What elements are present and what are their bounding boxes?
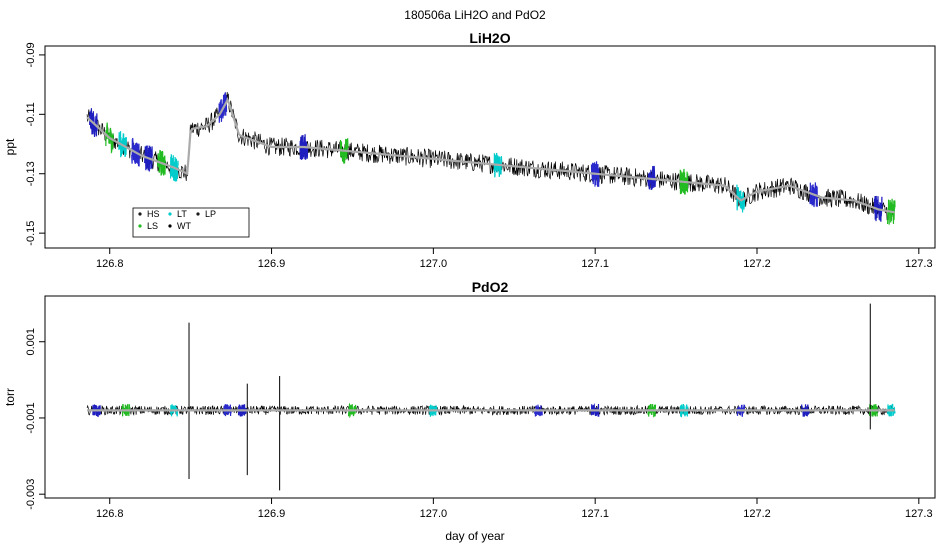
series-line-lih2o-smoothed: [86, 97, 895, 214]
calibration-marks-lih2o: [886, 198, 896, 225]
legend-marker: [168, 212, 172, 216]
calibration-marks-lih2o: [218, 92, 228, 123]
calibration-marks-lih2o: [809, 182, 818, 208]
y-tick-label: 0.001: [25, 328, 37, 356]
legend-marker: [138, 212, 142, 216]
legend-marker: [196, 212, 200, 216]
legend-label: LP: [205, 209, 216, 219]
legend-marker: [138, 224, 142, 228]
calibration-marks-lih2o: [493, 152, 503, 178]
x-tick-label: 127.2: [743, 508, 771, 520]
x-tick-label: 127.1: [581, 508, 609, 520]
panel-lih2o: LiH2O 126.8 126.9 127.0 127.1 127.2 127.3 -0.…: [3, 30, 936, 270]
panel-title-pdo2: PdO2: [472, 279, 509, 295]
y-axis-label-lih2o: ppt: [3, 138, 17, 155]
calibration-marks-lih2o: [144, 145, 153, 172]
x-tick-label: 126.9: [258, 258, 286, 270]
x-axis-lih2o: 126.8 126.9 127.0 127.1 127.2 127.3: [96, 248, 933, 270]
calibration-marks-pdo2: [428, 404, 438, 417]
figure-title: 180506a LiH2O and PdO2: [404, 8, 546, 22]
legend-label: WT: [177, 221, 191, 231]
x-tick-label: 126.8: [96, 508, 124, 520]
calibration-marks-lih2o: [873, 195, 883, 222]
y-tick-label: -0.001: [25, 402, 37, 433]
x-tick-label: 127.1: [581, 258, 609, 270]
x-tick-label: 127.0: [420, 508, 448, 520]
y-tick-label: -0.09: [25, 42, 37, 67]
series-lih2o: [86, 92, 896, 225]
series-line-lih2o-raw: [86, 92, 895, 221]
legend-label: HS: [147, 209, 160, 219]
x-tick-label: 127.2: [743, 258, 771, 270]
x-axis-pdo2: 126.8 126.9 127.0 127.1 127.2 127.3: [96, 498, 933, 520]
plot-frame-pdo2: [44, 295, 936, 499]
x-tick-label: 127.0: [420, 258, 448, 270]
y-axis-lih2o: -0.15 -0.13 -0.11 -0.09: [25, 42, 45, 246]
calibration-marks-pdo2: [590, 403, 600, 417]
y-axis-label-pdo2: torr: [3, 388, 17, 406]
calibration-marks-lih2o: [89, 108, 98, 138]
series-line-pdo2-raw: [86, 404, 895, 416]
panel-title-lih2o: LiH2O: [469, 30, 510, 46]
x-tick-label: 127.3: [905, 258, 933, 270]
x-axis-label-pdo2: day of year: [445, 529, 504, 543]
legend-box: [132, 207, 250, 238]
y-tick-label: -0.15: [25, 221, 37, 246]
calibration-marks-lih2o: [590, 161, 600, 187]
y-tick-label: -0.11: [25, 102, 37, 126]
legend-label: LS: [147, 221, 158, 231]
x-tick-label: 127.3: [905, 508, 933, 520]
calibration-marks-lih2o: [647, 165, 657, 191]
series-pdo2: [86, 303, 896, 491]
calibration-marks-pdo2: [679, 404, 689, 418]
legend-label: LT: [177, 209, 187, 219]
legend-marker: [168, 224, 172, 228]
y-tick-label: -0.003: [25, 479, 37, 510]
x-tick-label: 126.9: [258, 508, 286, 520]
panel-pdo2: PdO2 126.8 126.9 127.0 127.1 127.2 127.3 -0.0…: [3, 279, 936, 543]
legend-lih2o: HS LS LT WT LP: [132, 207, 250, 238]
y-tick-label: -0.13: [25, 161, 37, 186]
plot-frame-lih2o: [44, 45, 936, 249]
calibration-marks-lih2o: [736, 184, 746, 213]
y-axis-pdo2: -0.003 -0.001 0.001: [25, 328, 45, 510]
x-tick-label: 126.8: [96, 258, 124, 270]
